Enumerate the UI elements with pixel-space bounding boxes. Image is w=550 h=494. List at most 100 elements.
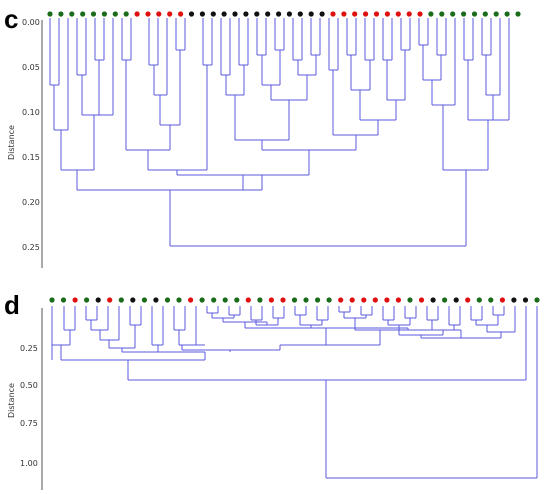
leaf-dot-green	[80, 11, 86, 17]
leaf-dot-green	[141, 297, 147, 303]
leaf-dot-green	[47, 11, 53, 17]
leaf-dot-red	[156, 11, 162, 17]
leaf-dot-black	[286, 11, 292, 17]
leaf-dot-black	[199, 11, 205, 17]
leaf-dot-green	[407, 297, 413, 303]
panel-c-dendrogram	[49, 18, 510, 247]
leaf-dot-green	[450, 11, 456, 17]
leaf-dot-green	[211, 297, 217, 303]
leaf-dot-green	[488, 297, 494, 303]
panel-c-tick: 0.00	[22, 18, 40, 27]
leaf-dot-green	[123, 11, 129, 17]
leaf-dot-green	[303, 297, 309, 303]
leaf-dot-red	[280, 297, 286, 303]
leaf-dot-red	[145, 11, 151, 17]
leaf-dot-black	[210, 11, 216, 17]
leaf-dot-red	[167, 11, 173, 17]
panel-c-axis: 0.00 0.05 0.10 0.15 0.20 0.25 Distance	[7, 18, 43, 268]
leaf-dot-red	[418, 297, 425, 303]
leaf-dot-green	[164, 297, 171, 303]
leaf-dot-red	[465, 297, 471, 303]
leaf-dot-black	[95, 297, 101, 303]
leaf-dot-red	[406, 11, 412, 17]
leaf-dot-green	[326, 297, 332, 303]
leaf-dot-black	[453, 297, 459, 303]
leaf-dot-red	[372, 297, 378, 303]
leaf-dot-green	[84, 297, 90, 303]
panel-c-branches	[49, 18, 510, 247]
leaf-dot-red	[395, 297, 401, 303]
leaf-dot-green	[315, 297, 321, 303]
panel-c-tick: 0.10	[22, 108, 40, 117]
panel-c-axis-title: Distance	[7, 125, 16, 160]
panel-d-tick: 0.50	[20, 381, 38, 390]
leaf-dot-green	[515, 11, 521, 17]
leaf-dot-green	[428, 11, 434, 17]
leaf-dot-green	[176, 297, 182, 303]
leaf-dot-black	[511, 297, 517, 303]
leaf-dot-black	[232, 11, 238, 17]
leaf-dot-red	[349, 297, 355, 303]
panel-c-tick: 0.25	[22, 243, 40, 252]
leaf-dot-red	[245, 297, 251, 303]
leaf-dot-green	[471, 11, 478, 17]
leaf-dot-red	[395, 11, 401, 17]
leaf-dot-red	[373, 11, 380, 17]
leaf-dot-green	[58, 11, 64, 17]
leaf-dot-green	[222, 297, 228, 303]
panel-d-axis-title: Distance	[7, 383, 16, 418]
leaf-dot-green	[69, 11, 75, 17]
leaf-dot-black	[243, 11, 249, 17]
leaf-dot-green	[504, 11, 510, 17]
panel-d-tick: 0.25	[20, 344, 38, 353]
leaf-dot-black	[265, 11, 271, 17]
panel-c-leaves	[47, 11, 521, 17]
leaf-dot-red	[338, 297, 344, 303]
leaf-dot-red	[361, 297, 367, 303]
panel-c-letter: c	[4, 4, 18, 34]
leaf-dot-green	[60, 297, 67, 303]
leaf-dot-black	[188, 11, 195, 17]
panel-d-tick: 0.75	[20, 419, 38, 428]
panel-d-dendrogram	[51, 306, 538, 479]
leaf-dot-black	[430, 297, 436, 303]
leaf-dot-red	[384, 297, 390, 303]
leaf-dot-green	[101, 11, 107, 17]
leaf-dot-black	[297, 11, 303, 17]
panel-d-letter: d	[4, 290, 20, 320]
leaf-dot-red	[363, 11, 369, 17]
leaf-dot-red	[268, 297, 274, 303]
leaf-dot-red	[188, 297, 194, 303]
leaf-dot-black	[308, 11, 314, 17]
leaf-dot-black	[153, 297, 159, 303]
leaf-dot-green	[534, 297, 540, 303]
leaf-dot-black	[522, 297, 529, 303]
panel-d-branches	[51, 306, 538, 479]
leaf-dot-red	[384, 11, 390, 17]
leaf-dot-green	[442, 297, 448, 303]
leaf-dot-green	[291, 297, 298, 303]
leaf-dot-green	[118, 297, 124, 303]
leaf-dot-black	[130, 297, 136, 303]
leaf-dot-green	[461, 11, 467, 17]
leaf-dot-green	[257, 297, 263, 303]
leaf-dot-black	[319, 11, 325, 17]
leaf-dot-green	[439, 11, 445, 17]
leaf-dot-green	[199, 297, 205, 303]
panel-c-tick: 0.15	[22, 153, 40, 162]
leaf-dot-red	[330, 11, 336, 17]
leaf-dot-black	[254, 11, 260, 17]
leaf-dot-red	[417, 11, 423, 17]
panel-c-tick: 0.20	[22, 198, 40, 207]
leaf-dot-green	[112, 11, 118, 17]
leaf-dot-red	[134, 11, 140, 17]
leaf-dot-green	[476, 297, 482, 303]
leaf-dot-black	[276, 11, 282, 17]
panel-d-axis: 0.25 0.50 0.75 1.00 Distance	[7, 308, 43, 490]
leaf-dot-red	[499, 297, 505, 303]
panel-d-leaves	[49, 297, 540, 303]
leaf-dot-green	[482, 11, 488, 17]
panel-c-tick: 0.05	[22, 63, 40, 72]
leaf-dot-red	[178, 11, 184, 17]
panel-d-tick: 1.00	[20, 459, 38, 468]
